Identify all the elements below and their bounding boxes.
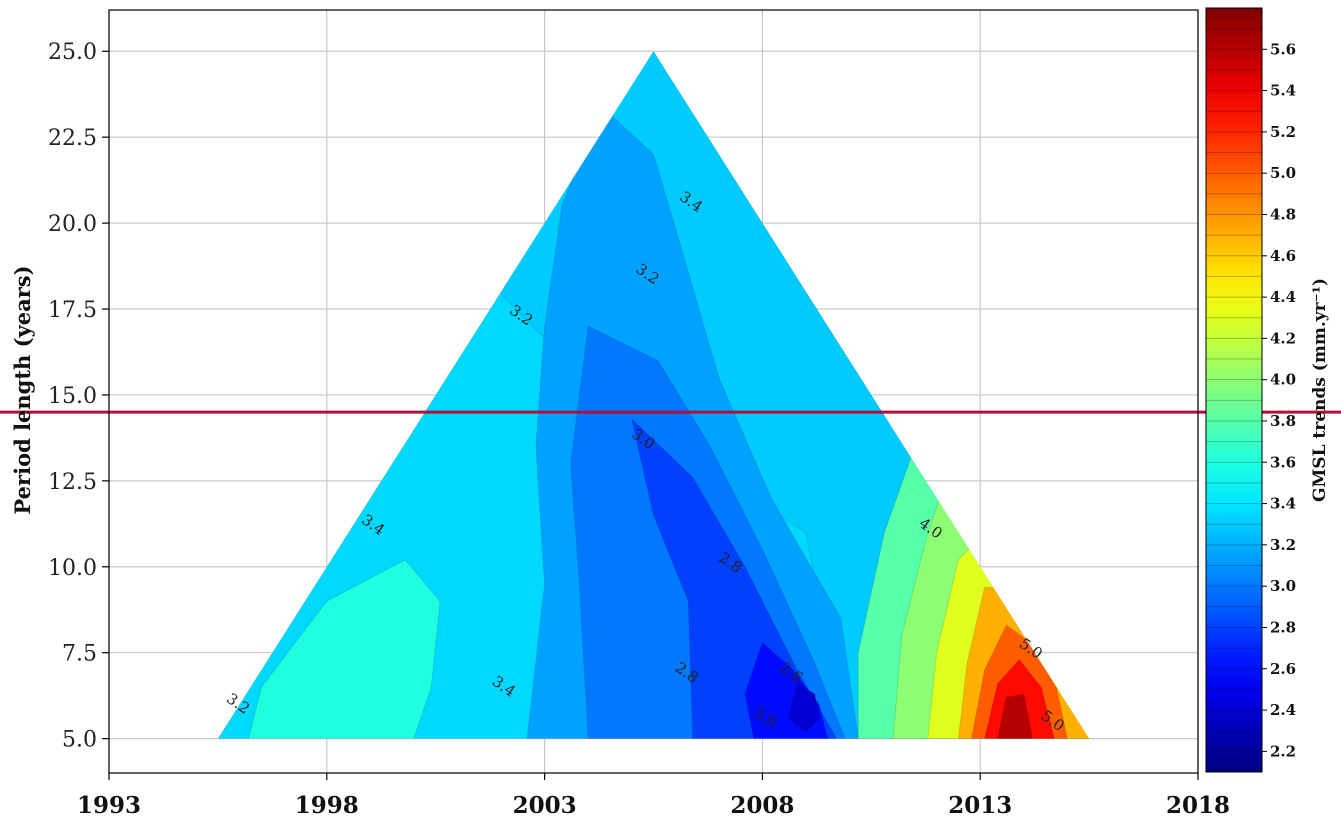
y-tick-label: 17.5 <box>48 298 97 323</box>
colorbar-tick-label: 3.4 <box>1270 495 1296 513</box>
y-tick-label: 20.0 <box>48 212 97 237</box>
x-tick-label: 2013 <box>948 792 1012 819</box>
colorbar-label: GMSL trends (mm.yr⁻¹) <box>1310 278 1330 502</box>
colorbar-tick-label: 5.2 <box>1270 123 1296 141</box>
colorbar-tick-label: 4.2 <box>1270 329 1296 347</box>
colorbar-tick-label: 2.2 <box>1270 742 1296 760</box>
x-tick-label: 2003 <box>513 792 577 819</box>
y-tick-label: 5.0 <box>62 728 97 753</box>
region-core-low-2-8 <box>630 417 838 739</box>
colorbar-ticks: 2.2 2.4 2.6 2.8 3.0 3.2 3.4 3.6 3.8 4.0 4.2 4.4 4.6 4… <box>1262 40 1296 760</box>
x-tick-label: 1993 <box>77 792 141 819</box>
colorbar-tick-label: 3.8 <box>1270 412 1296 430</box>
colorbar-tick-label: 4.6 <box>1270 247 1296 265</box>
plot-frame <box>108 9 1199 774</box>
y-tick-label: 10.0 <box>48 556 97 581</box>
colorbar-tick-label: 2.4 <box>1270 701 1296 719</box>
y-axis: 5.0 7.5 10.0 12.5 15.0 17.5 20.0 22.5 25.0 <box>48 40 109 753</box>
colorbar-tick-label: 5.6 <box>1270 40 1296 58</box>
trend-field <box>217 51 1090 739</box>
x-axis: 1993 1998 2003 2008 2013 2018 <box>77 773 1230 819</box>
y-tick-label: 22.5 <box>48 126 97 151</box>
colorbar-level-lines <box>1206 28 1262 752</box>
colorbar-tick-label: 2.8 <box>1270 618 1296 636</box>
colorbar: 2.2 2.4 2.6 2.8 3.0 3.2 3.4 3.6 3.8 4.0 4.2 4.4 4.6 4… <box>1205 7 1296 773</box>
x-tick-label: 1998 <box>295 792 359 819</box>
colorbar-tick-label: 4.8 <box>1270 205 1296 223</box>
colorbar-tick-label: 3.0 <box>1270 577 1296 595</box>
y-tick-label: 7.5 <box>62 642 97 667</box>
x-tick-label: 2008 <box>730 792 794 819</box>
region-right-5-6 <box>996 693 1034 739</box>
colorbar-tick-label: 5.0 <box>1270 164 1296 182</box>
colorbar-tick-label: 2.6 <box>1270 660 1296 678</box>
y-tick-label: 12.5 <box>48 470 97 495</box>
y-tick-label: 25.0 <box>48 40 97 65</box>
colorbar-tick-label: 3.2 <box>1270 536 1296 554</box>
colorbar-tick-label: 3.6 <box>1270 453 1296 471</box>
colorbar-tick-label: 4.4 <box>1270 288 1296 306</box>
y-tick-label: 15.0 <box>48 384 97 409</box>
colorbar-tick-label: 4.0 <box>1270 371 1296 389</box>
x-tick-label: 2018 <box>1166 792 1230 819</box>
region-core-low-2-4 <box>787 682 820 733</box>
colorbar-tick-label: 5.4 <box>1270 82 1296 100</box>
region-left-high <box>247 559 441 739</box>
y-axis-label: Period length (years) <box>10 265 35 514</box>
colorbar-gradient <box>1205 7 1263 773</box>
